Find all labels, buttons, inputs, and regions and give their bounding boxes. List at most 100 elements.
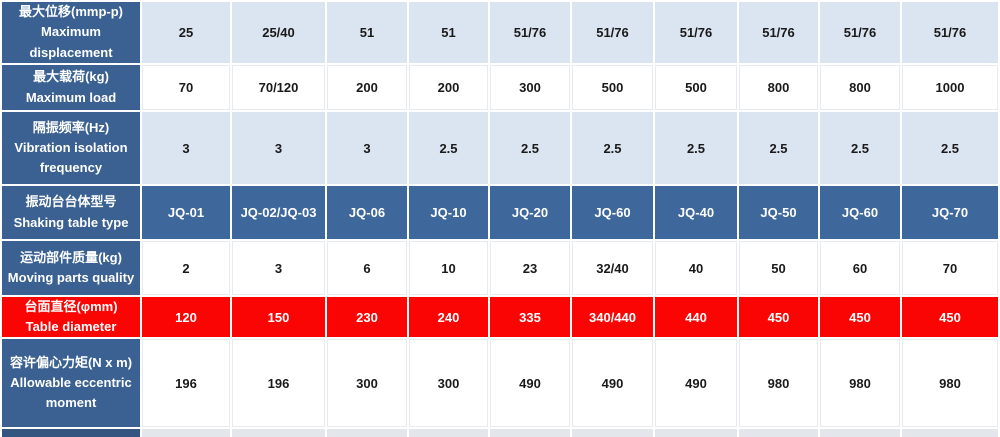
spec-cell: 70	[142, 65, 230, 110]
spec-cell: 51/76	[820, 2, 900, 63]
spec-cell: 490	[490, 339, 570, 428]
spec-cell: 980	[739, 339, 818, 428]
row-header-zh: 隔振频率(Hz)	[32, 119, 110, 135]
spec-cell: 51	[327, 2, 407, 63]
row-header-en: Moving parts quality	[7, 270, 135, 285]
spec-cell: 2.5	[490, 112, 570, 184]
spec-cell: 200	[327, 65, 407, 110]
row-header: 台面直径(φmm) Table diameter	[2, 297, 140, 338]
row-header: 振动台台体型号 Shaking table type	[2, 186, 140, 239]
row-header-en: Vibration isolation frequency	[14, 139, 128, 176]
row-header: 运动部件质量(kg) Moving parts quality	[2, 241, 140, 295]
row-header-zh: 最大载荷(kg)	[33, 69, 109, 85]
row-header-zh: 容许偏心力矩(N x m)	[9, 355, 133, 371]
spec-cell: 25	[142, 2, 230, 63]
row-header-en: Allowable eccentric moment	[10, 375, 132, 411]
spec-cell: JQ-60	[572, 186, 653, 239]
spec-cell: 10	[409, 241, 488, 295]
spec-cell	[142, 429, 230, 437]
spec-cell: 800	[739, 65, 818, 110]
row-header: 隔振频率(Hz) Vibration isolation frequency	[2, 112, 140, 184]
spec-cell: JQ-01	[142, 186, 230, 239]
spec-cell: 340/440	[572, 297, 653, 338]
spec-cell: JQ-40	[655, 186, 737, 239]
spec-cell: 2.5	[902, 112, 998, 184]
spec-cell: JQ-02/JQ-03	[232, 186, 325, 239]
table-row	[2, 429, 998, 437]
spec-cell: 980	[902, 339, 998, 428]
spec-cell: 51/76	[490, 2, 570, 63]
spec-cell: 70	[902, 241, 998, 295]
spec-cell	[327, 429, 407, 437]
row-header-en: Maximum load	[25, 89, 117, 105]
spec-cell: 230	[327, 297, 407, 338]
spec-cell: 490	[655, 339, 737, 428]
spec-cell	[490, 429, 570, 437]
spec-cell: 51/76	[902, 2, 998, 63]
spec-cell: 2.5	[572, 112, 653, 184]
spec-cell: 500	[655, 65, 737, 110]
spec-cell: 2.5	[409, 112, 488, 184]
spec-cell: 800	[820, 65, 900, 110]
spec-cell: 200	[409, 65, 488, 110]
spec-cell: 51/76	[655, 2, 737, 63]
spec-cell: 50	[739, 241, 818, 295]
spec-cell: 150	[232, 297, 325, 338]
spec-cell	[820, 429, 900, 437]
spec-cell: 300	[490, 65, 570, 110]
spec-cell	[409, 429, 488, 437]
spec-cell: 2.5	[739, 112, 818, 184]
spec-cell: 500	[572, 65, 653, 110]
spec-cell: 196	[142, 339, 230, 428]
spec-cell: JQ-06	[327, 186, 407, 239]
spec-cell	[739, 429, 818, 437]
spec-cell: 980	[820, 339, 900, 428]
row-header: 最大位移(mmp-p) Maximum displacement	[2, 2, 140, 63]
row-header-en: Shaking table type	[13, 214, 129, 230]
spec-cell: 440	[655, 297, 737, 338]
spec-cell: 3	[232, 241, 325, 295]
spec-cell: JQ-10	[409, 186, 488, 239]
spec-cell: 450	[820, 297, 900, 338]
spec-cell: 32/40	[572, 241, 653, 295]
spec-cell: 6	[327, 241, 407, 295]
row-header: 容许偏心力矩(N x m) Allowable eccentric moment	[2, 339, 140, 428]
spec-cell	[232, 429, 325, 437]
table-row: 最大位移(mmp-p) Maximum displacement 25 25/40 51…	[2, 2, 998, 63]
spec-cell: 51/76	[739, 2, 818, 63]
spec-cell: 40	[655, 241, 737, 295]
spec-cell: 25/40	[232, 2, 325, 63]
spec-cell: 3	[142, 112, 230, 184]
spec-cell: 120	[142, 297, 230, 338]
spec-cell: JQ-20	[490, 186, 570, 239]
spec-cell	[572, 429, 653, 437]
spec-cell	[902, 429, 998, 437]
row-header-zh: 运动部件质量(kg)	[20, 249, 122, 265]
spec-cell: 450	[739, 297, 818, 338]
table-row: 最大载荷(kg) Maximum load 70 70/120 200 200 300 500…	[2, 65, 998, 110]
row-header-en: Maximum displacement	[29, 24, 113, 60]
spec-cell: 70/120	[232, 65, 325, 110]
table-row: 台面直径(φmm) Table diameter 120 150 230 240 335 34…	[2, 297, 998, 338]
spec-cell: JQ-60	[820, 186, 900, 239]
spec-cell: 2.5	[820, 112, 900, 184]
spec-cell: 490	[572, 339, 653, 428]
spec-cell: 300	[327, 339, 407, 428]
spec-cell: 240	[409, 297, 488, 338]
spec-cell: 51	[409, 2, 488, 63]
spec-cell: 51/76	[572, 2, 653, 63]
row-header-zh: 台面直径(φmm)	[24, 299, 118, 314]
spec-cell: JQ-70	[902, 186, 998, 239]
spec-cell	[655, 429, 737, 437]
spec-cell: 300	[409, 339, 488, 428]
spec-cell: 2.5	[655, 112, 737, 184]
table-row: 容许偏心力矩(N x m) Allowable eccentric moment 1…	[2, 339, 998, 428]
row-header: 最大载荷(kg) Maximum load	[2, 65, 140, 110]
table-row: 隔振频率(Hz) Vibration isolation frequency 3 3 3…	[2, 112, 998, 184]
row-header-en: Table diameter	[25, 319, 117, 335]
spec-cell: 335	[490, 297, 570, 338]
spec-cell: 196	[232, 339, 325, 428]
spec-cell: 450	[902, 297, 998, 338]
